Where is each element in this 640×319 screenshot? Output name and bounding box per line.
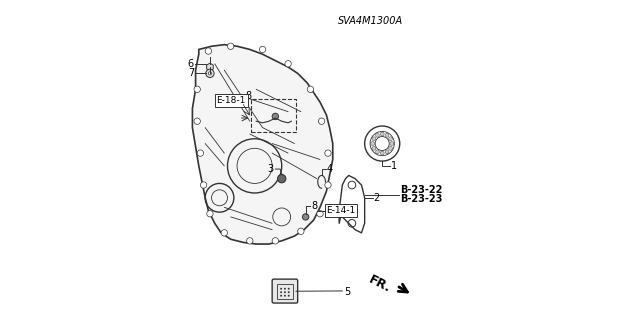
Polygon shape <box>207 63 213 71</box>
Text: B-23-23: B-23-23 <box>400 194 442 204</box>
Circle shape <box>280 288 282 290</box>
Text: FR.: FR. <box>367 273 394 295</box>
Circle shape <box>284 291 286 293</box>
Text: 6: 6 <box>188 59 194 69</box>
Circle shape <box>371 142 374 145</box>
Circle shape <box>197 150 204 156</box>
Circle shape <box>288 288 290 290</box>
Bar <box>277 284 293 299</box>
Circle shape <box>307 86 314 93</box>
Text: E-18-1: E-18-1 <box>216 96 246 105</box>
Circle shape <box>205 48 212 54</box>
Circle shape <box>385 133 389 137</box>
Text: SVA4M1300A: SVA4M1300A <box>338 16 403 26</box>
Circle shape <box>206 69 214 78</box>
Circle shape <box>324 182 331 188</box>
Circle shape <box>285 61 291 67</box>
Circle shape <box>390 142 394 145</box>
Circle shape <box>388 146 392 150</box>
Circle shape <box>372 146 376 150</box>
Circle shape <box>272 113 278 120</box>
Text: 2: 2 <box>373 193 380 203</box>
Circle shape <box>194 118 200 124</box>
Circle shape <box>380 151 384 155</box>
Text: 3: 3 <box>268 164 274 174</box>
Circle shape <box>376 150 380 154</box>
Circle shape <box>385 150 389 154</box>
Text: 5: 5 <box>344 287 350 297</box>
Circle shape <box>259 46 266 53</box>
Circle shape <box>388 137 392 141</box>
Circle shape <box>278 174 286 183</box>
Circle shape <box>317 211 323 217</box>
Circle shape <box>319 118 324 124</box>
Bar <box>252 99 296 132</box>
Circle shape <box>200 182 207 188</box>
Circle shape <box>221 230 227 236</box>
Circle shape <box>376 133 380 137</box>
Text: 1: 1 <box>391 161 397 171</box>
Circle shape <box>380 132 384 136</box>
Text: 4: 4 <box>327 164 333 174</box>
FancyBboxPatch shape <box>272 279 298 303</box>
Circle shape <box>288 295 290 297</box>
Circle shape <box>272 238 278 244</box>
Text: E-14-1: E-14-1 <box>326 206 356 215</box>
Text: B-23-22: B-23-22 <box>400 185 442 195</box>
Circle shape <box>298 228 304 234</box>
Text: 7: 7 <box>188 68 194 78</box>
Circle shape <box>209 72 212 75</box>
Circle shape <box>227 43 234 49</box>
Text: 8: 8 <box>245 91 252 101</box>
Circle shape <box>303 214 309 220</box>
Circle shape <box>194 86 200 93</box>
Circle shape <box>372 137 376 141</box>
Circle shape <box>246 238 253 244</box>
Circle shape <box>324 150 331 156</box>
Circle shape <box>280 291 282 293</box>
Circle shape <box>288 291 290 293</box>
Circle shape <box>207 211 213 217</box>
Text: 8: 8 <box>311 201 317 211</box>
Circle shape <box>284 288 286 290</box>
Circle shape <box>284 295 286 297</box>
Polygon shape <box>193 45 333 244</box>
Circle shape <box>280 295 282 297</box>
